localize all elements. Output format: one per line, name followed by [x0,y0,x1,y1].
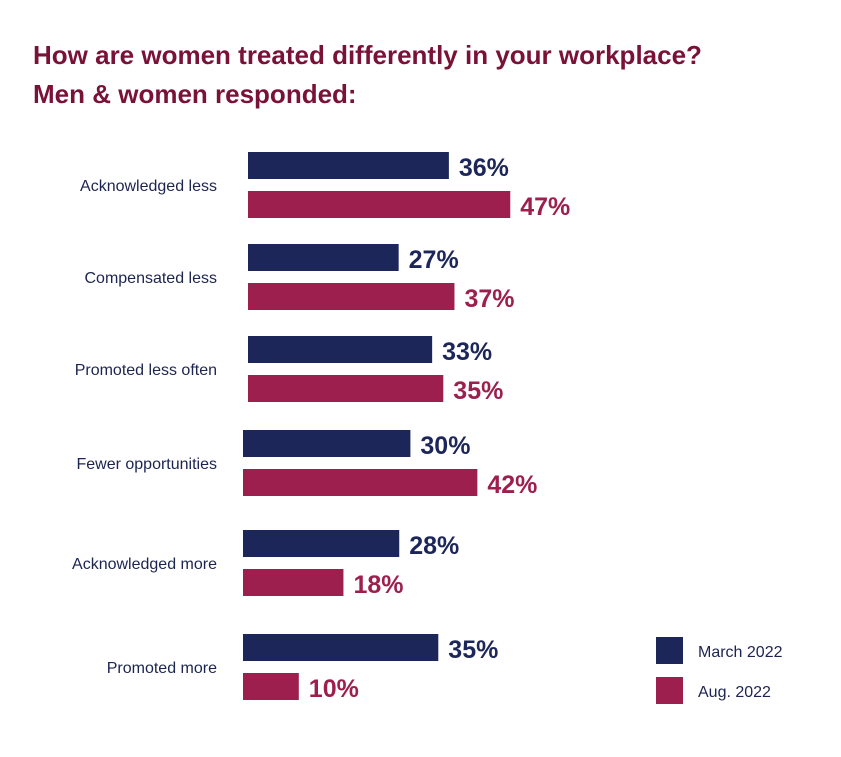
chart-title: How are women treated differently in you… [33,40,702,70]
data-label: 18% [353,571,403,599]
data-label: 28% [409,532,459,560]
bar-aug-2022 [243,673,299,700]
data-label: 30% [420,432,470,460]
data-label: 10% [309,675,359,703]
chart-subtitle: Men & women responded: [33,79,357,109]
bar-aug-2022 [243,469,478,496]
bar-march-2022 [248,152,449,179]
legend-label: March 2022 [698,644,783,661]
legend-swatch [656,677,683,704]
category-label: Promoted less often [75,362,217,379]
category-label: Acknowledged more [72,556,217,573]
bar-march-2022 [248,336,433,363]
plot-area: Acknowledged less 36% 47% Compensated less 2… [72,152,570,703]
bar-march-2022 [248,244,399,271]
data-label: 27% [409,246,459,274]
data-label: 36% [459,154,509,182]
legend-label: Aug. 2022 [698,684,771,701]
data-label: 37% [464,285,514,313]
category-label: Compensated less [84,270,217,287]
data-label: 47% [520,193,570,221]
bar-aug-2022 [248,283,455,310]
legend-swatch [656,637,683,664]
bar-march-2022 [243,430,411,457]
bar-aug-2022 [248,191,511,218]
legend: March 2022 Aug. 2022 [656,637,783,704]
bar-aug-2022 [248,375,444,402]
bar-aug-2022 [243,569,344,596]
data-label: 42% [487,471,537,499]
category-label: Promoted more [107,660,217,677]
bar-march-2022 [243,634,439,661]
data-label: 35% [453,377,503,405]
category-label: Fewer opportunities [76,456,217,473]
bar-march-2022 [243,530,400,557]
category-label: Acknowledged less [80,178,217,195]
data-label: 33% [442,338,492,366]
data-label: 35% [448,636,498,664]
